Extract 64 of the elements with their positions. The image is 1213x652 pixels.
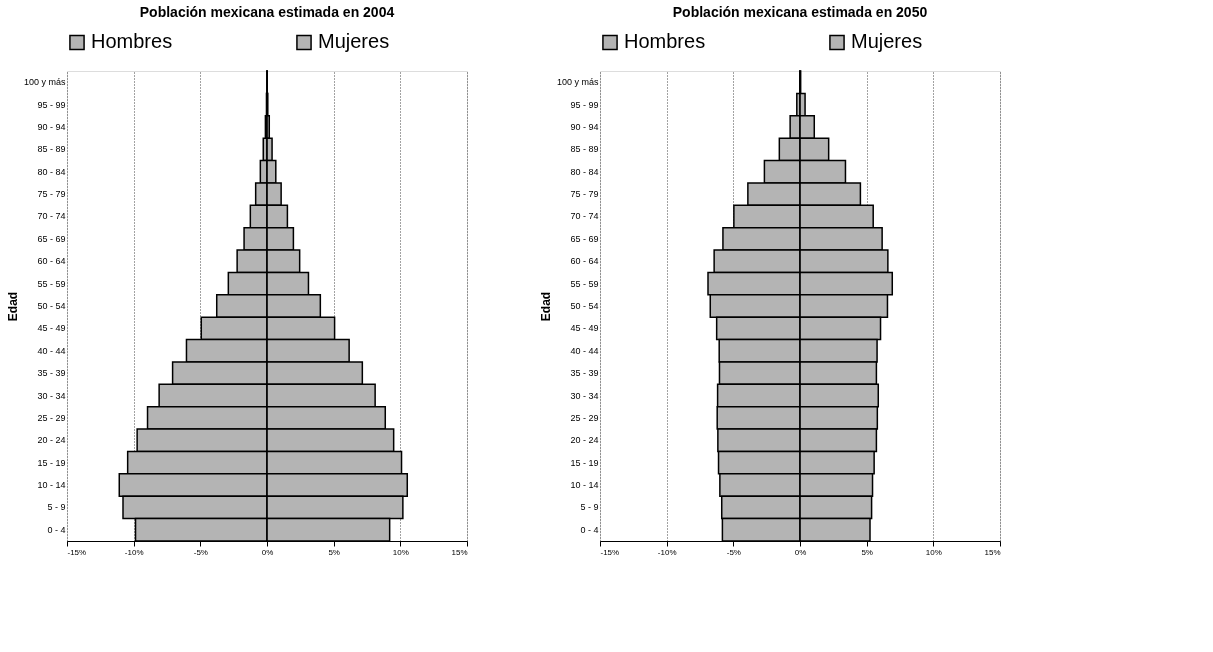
y-tick-label: 25 - 29 <box>570 412 599 423</box>
y-tick-label: 35 - 39 <box>37 368 66 379</box>
y-tick-label: 85 - 89 <box>570 144 599 155</box>
y-axis-title: Edad <box>5 291 20 322</box>
y-tick-label: 95 - 99 <box>37 99 66 110</box>
y-tick-label: 10 - 14 <box>37 480 66 491</box>
y-tick-label: 50 - 54 <box>570 301 599 311</box>
y-tick-label: 30 - 34 <box>37 390 66 401</box>
x-tick-label: 15% <box>984 547 1001 557</box>
legend-label: Mujeres <box>318 30 390 53</box>
y-tick-label: 60 - 64 <box>570 256 599 267</box>
x-tick-label: -15% <box>67 547 87 557</box>
y-tick-label: 5 - 9 <box>47 502 66 513</box>
legend-label: Mujeres <box>851 30 923 53</box>
y-tick-label: 0 - 4 <box>580 524 599 535</box>
y-tick-label: 35 - 39 <box>570 368 599 379</box>
x-tick-label: 10% <box>392 547 409 557</box>
y-tick-label: 65 - 69 <box>570 233 599 244</box>
y-tick-label: 100 y más <box>556 77 599 88</box>
y-tick-label: 40 - 44 <box>37 345 66 356</box>
y-tick-label: 0 - 4 <box>47 524 66 535</box>
x-tick-label: 15% <box>451 547 468 557</box>
y-tick-label: 5 - 9 <box>580 502 599 513</box>
y-tick-label: 25 - 29 <box>37 412 66 423</box>
y-tick-label: 90 - 94 <box>570 121 599 132</box>
y-tick-label: 20 - 24 <box>37 435 66 446</box>
chart-title: Población mexicana estimada en 2004 <box>139 4 395 20</box>
y-tick-label: 10 - 14 <box>570 480 599 491</box>
y-tick-label: 70 - 74 <box>37 211 66 222</box>
y-axis-title: Edad <box>538 291 553 322</box>
legend-label: Hombres <box>624 30 706 53</box>
y-tick-label: 75 - 79 <box>37 189 66 200</box>
x-tick-label: -5% <box>193 547 208 557</box>
y-tick-label: 65 - 69 <box>37 233 66 244</box>
x-tick-label: 10% <box>925 547 942 557</box>
x-tick-label: 0% <box>261 547 274 557</box>
y-tick-label: 75 - 79 <box>570 189 599 200</box>
x-tick-label: -5% <box>726 547 741 557</box>
y-tick-label: 15 - 19 <box>570 457 599 468</box>
x-tick-label: -15% <box>600 547 620 557</box>
x-tick-label: -10% <box>657 547 677 557</box>
chart-title: Población mexicana estimada en 2050 <box>672 4 928 20</box>
y-tick-label: 50 - 54 <box>37 301 66 311</box>
legend-label: Hombres <box>91 30 173 53</box>
y-tick-label: 55 - 59 <box>570 278 599 289</box>
y-tick-label: 80 - 84 <box>37 166 66 177</box>
y-tick-label: 100 y más <box>23 77 66 88</box>
y-tick-label: 70 - 74 <box>570 211 599 222</box>
x-tick-label: 5% <box>328 547 340 557</box>
y-tick-label: 85 - 89 <box>37 144 66 155</box>
y-tick-label: 55 - 59 <box>37 278 66 289</box>
x-tick-label: 0% <box>794 547 807 557</box>
x-tick-label: -10% <box>124 547 144 557</box>
y-tick-label: 20 - 24 <box>570 435 599 446</box>
y-tick-label: 80 - 84 <box>570 166 599 177</box>
y-tick-label: 30 - 34 <box>570 390 599 401</box>
y-tick-label: 45 - 49 <box>570 323 599 334</box>
y-tick-label: 45 - 49 <box>37 323 66 334</box>
y-tick-label: 90 - 94 <box>37 121 66 132</box>
y-tick-label: 40 - 44 <box>570 345 599 356</box>
y-tick-label: 15 - 19 <box>37 457 66 468</box>
y-tick-label: 60 - 64 <box>37 256 66 267</box>
y-tick-label: 95 - 99 <box>570 99 599 110</box>
x-tick-label: 5% <box>861 547 873 557</box>
